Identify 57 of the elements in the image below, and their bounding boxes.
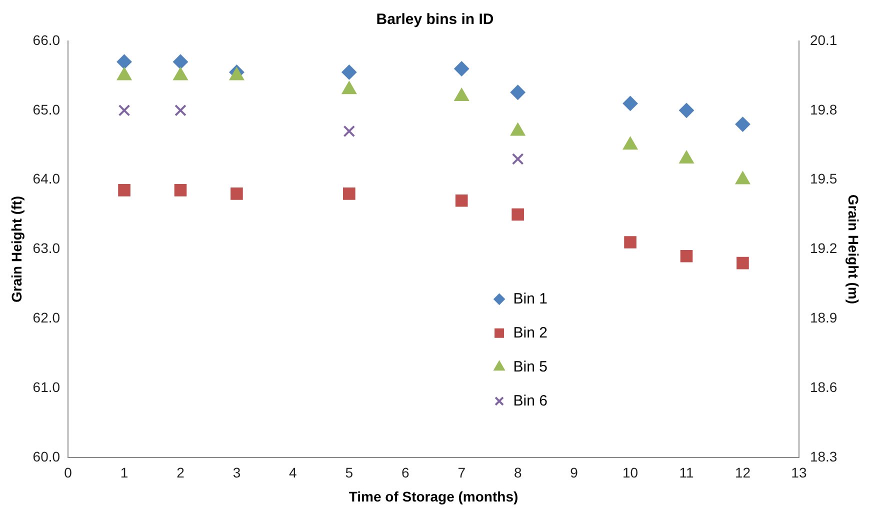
x-tick-label: 5: [345, 464, 354, 481]
chart-title: Barley bins in ID: [376, 11, 494, 28]
x-tick-label: 10: [622, 464, 638, 481]
point: [624, 236, 636, 248]
x-tick-label: 6: [401, 464, 410, 481]
y-tick-label: 60.0: [32, 448, 60, 464]
y2-tick-label: 19.8: [810, 101, 838, 118]
legend-label: Bin 1: [513, 290, 548, 308]
point: [680, 250, 693, 262]
point: [116, 54, 132, 70]
point: [118, 104, 130, 116]
y2-tick-label: 19.5: [810, 170, 838, 187]
y2-tick-label: 18.3: [810, 448, 838, 464]
point: [622, 96, 638, 111]
y2-axis-title: Grain Height (m): [846, 194, 862, 304]
point: [735, 116, 750, 132]
point: [172, 54, 188, 70]
point: [512, 208, 524, 221]
point: [342, 64, 357, 80]
point: [512, 153, 524, 165]
legend-label: Bin 2: [513, 324, 548, 342]
x-tick-label: 8: [514, 464, 522, 481]
x-tick-label: 9: [570, 464, 578, 481]
y2-tick-label: 19.2: [810, 240, 838, 256]
x-tick-label: 4: [289, 464, 298, 481]
legend-label: Bin 6: [513, 392, 548, 410]
y-axis-title: Grain Height (ft): [8, 196, 24, 302]
point: [510, 84, 526, 100]
point: [455, 194, 468, 207]
x-tick-label: 7: [458, 464, 466, 481]
y2-tick-label: 18.9: [810, 309, 838, 326]
x-tick-label: 12: [734, 464, 751, 481]
point: [174, 104, 186, 116]
legend-label: Bin 5: [513, 358, 548, 376]
y-tick-label: 66.0: [32, 32, 60, 48]
y-tick-label: 62.0: [32, 309, 60, 326]
y-tick-label: 65.0: [32, 101, 60, 118]
point: [454, 61, 470, 76]
point: [679, 102, 694, 118]
point: [174, 184, 187, 196]
y-tick-label: 64.0: [32, 170, 60, 187]
x-axis-title: Time of Storage (months): [348, 488, 518, 504]
x-tick-label: 3: [232, 464, 241, 481]
x-tick-label: 0: [64, 464, 72, 481]
point: [230, 188, 243, 200]
point: [343, 125, 356, 138]
y2-tick-label: 18.6: [810, 378, 838, 395]
point: [118, 184, 130, 196]
x-tick-label: 11: [679, 464, 694, 481]
point: [736, 256, 749, 270]
point: [343, 188, 356, 200]
y-tick-label: 61.0: [32, 378, 60, 395]
y-tick-label: 63.0: [32, 240, 60, 256]
x-tick-label: 2: [176, 464, 185, 481]
x-tick-label: 13: [791, 464, 807, 481]
y2-tick-label: 20.1: [810, 32, 838, 48]
x-tick-label: 1: [120, 464, 128, 481]
